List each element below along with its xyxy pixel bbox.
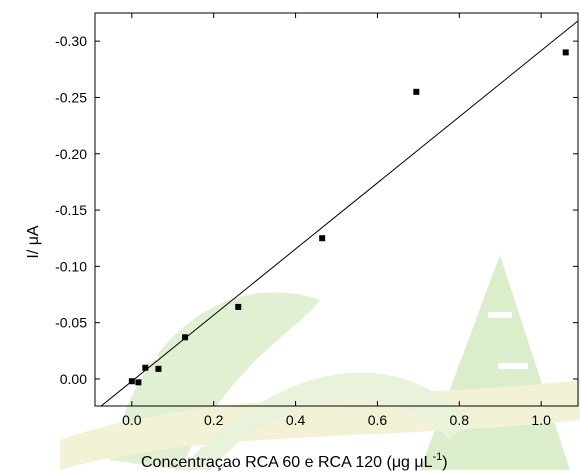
y-tick-label: -0.25 bbox=[55, 89, 87, 105]
y-tick-label: -0.05 bbox=[55, 315, 87, 331]
y-tick-label: -0.30 bbox=[55, 33, 87, 49]
data-point bbox=[155, 365, 162, 372]
y-axis-title: I/ μA bbox=[25, 225, 42, 259]
y-axis: 0.00 -0.05 -0.10 -0.15 -0.20 -0.25 -0.30 bbox=[55, 33, 578, 387]
data-point bbox=[413, 88, 420, 95]
data-points bbox=[128, 49, 569, 386]
watermark-triangle-right bbox=[420, 255, 570, 470]
x-axis-title: Concentraçao RCA 60 e RCA 120 (μg μL-1) bbox=[141, 451, 448, 471]
data-point bbox=[182, 334, 189, 341]
x-tick-label: 0.2 bbox=[204, 412, 224, 428]
data-point bbox=[128, 378, 135, 385]
background-watermark-logo bbox=[60, 255, 580, 470]
watermark-mark-4 bbox=[498, 363, 528, 369]
data-point bbox=[319, 235, 326, 242]
x-axis: 0.0 0.2 0.4 0.6 0.8 1.0 bbox=[122, 13, 551, 428]
regression-line-group bbox=[100, 20, 579, 407]
x-tick-label: 1.0 bbox=[531, 412, 551, 428]
y-tick-label: -0.15 bbox=[55, 202, 87, 218]
data-point bbox=[235, 303, 242, 310]
watermark-band bbox=[60, 380, 580, 470]
x-tick-label: 0.8 bbox=[450, 412, 470, 428]
linear-fit-line bbox=[100, 20, 579, 407]
x-tick-label: 0.0 bbox=[122, 412, 142, 428]
watermark-swoosh bbox=[180, 372, 470, 470]
watermark-mark-2 bbox=[488, 312, 512, 318]
y-tick-label: -0.10 bbox=[55, 258, 87, 274]
plot-border bbox=[94, 12, 579, 407]
x-tick-label: 0.4 bbox=[286, 412, 306, 428]
x-tick-label: 0.6 bbox=[368, 412, 388, 428]
data-point bbox=[562, 49, 569, 56]
y-tick-label: 0.00 bbox=[60, 371, 87, 387]
watermark-mark-3 bbox=[143, 356, 159, 360]
y-tick-label: -0.20 bbox=[55, 146, 87, 162]
plot-area bbox=[94, 12, 579, 407]
data-point bbox=[135, 379, 142, 386]
data-point bbox=[142, 364, 149, 371]
watermark-mark-1 bbox=[305, 314, 350, 320]
